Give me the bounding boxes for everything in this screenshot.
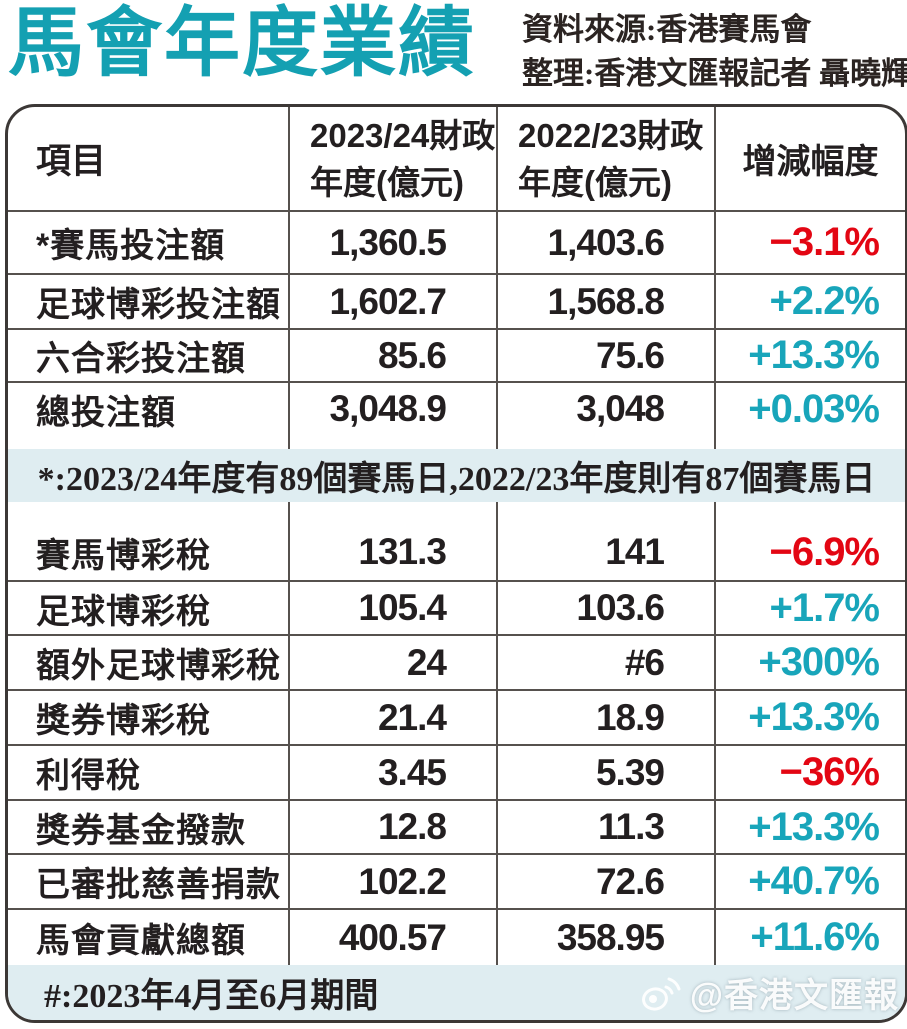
item-cell: 利得稅 — [36, 757, 141, 795]
item-cell: 額外足球博彩稅 — [36, 647, 281, 685]
table-row: 總投注額 3,048.9 3,048 +0.03% — [8, 381, 905, 449]
fy2022-23-cell: 141 — [496, 502, 714, 580]
fy2023-24-cell: 1,360.5 — [288, 212, 496, 273]
item-cell: 獎券基金撥款 — [36, 811, 246, 850]
weibo-icon — [640, 972, 684, 1014]
table-row: 獎券基金撥款 12.8 11.3 +13.3% — [8, 799, 905, 853]
fy2023-24-cell: 131.3 — [288, 502, 496, 580]
change-cell: −6.9% — [714, 502, 905, 580]
item-cell: 六合彩投注額 — [36, 340, 246, 378]
page-title: 馬會年度業績 — [8, 1, 476, 86]
fy2022-23-cell: 75.6 — [496, 330, 714, 381]
table-row: 足球博彩稅 105.4 103.6 +1.7% — [8, 580, 905, 634]
fy2023-24-cell: 85.6 — [288, 330, 496, 381]
fy2022-23-cell: 5.39 — [496, 746, 714, 799]
item-cell: 賽馬博彩稅 — [36, 536, 211, 575]
fy2022-23-cell: 358.95 — [496, 910, 714, 965]
item-cell: 已審批慈善捐款 — [36, 866, 281, 904]
table-row: 賽馬博彩稅 131.3 141 −6.9% — [8, 502, 905, 580]
change-cell: +300% — [714, 636, 905, 689]
race-days-note: *:2023/24年度有89個賽馬日,2022/23年度則有87個賽馬日 — [8, 449, 905, 502]
fy2022-23-cell: 11.3 — [496, 801, 714, 853]
change-cell: +1.7% — [714, 582, 905, 634]
item-cell: 總投注額 — [36, 393, 176, 432]
change-cell: −36% — [714, 746, 905, 799]
source-line: 資料來源:香港賽馬會 — [522, 12, 812, 47]
fy2022-23-cell: 72.6 — [496, 855, 714, 908]
fy2023-24-cell: 105.4 — [288, 582, 496, 634]
item-cell: 獎券博彩稅 — [36, 702, 211, 740]
fy2022-23-cell: #6 — [496, 636, 714, 689]
change-cell: +40.7% — [714, 855, 905, 908]
column-header-fy2023-24: 2023/24財政 年度(億元) — [288, 107, 496, 210]
fy2023-24-cell: 21.4 — [288, 691, 496, 744]
period-footnote: #:2023年4月至6月期間 — [8, 965, 905, 1020]
column-header-item: 項目 — [36, 142, 107, 181]
source-credit: 資料來源:香港賽馬會 整理:香港文匯報記者 聶曉輝 — [522, 8, 907, 96]
item-cell: 馬會貢獻總額 — [36, 922, 246, 960]
fy2022-23-cell: 1,568.8 — [496, 275, 714, 328]
table-row: 足球博彩投注額 1,602.7 1,568.8 +2.2% — [8, 273, 905, 328]
fy2023-24-cell: 3.45 — [288, 746, 496, 799]
table-row: 獎券博彩稅 21.4 18.9 +13.3% — [8, 689, 905, 744]
item-cell: *賽馬投注額 — [36, 227, 226, 265]
tax-contribution-section: 賽馬博彩稅 131.3 141 −6.9% 足球博彩稅 105.4 103.6 +1.7% 額外… — [8, 502, 905, 965]
fy2023-24-cell: 400.57 — [288, 910, 496, 965]
table-row: 額外足球博彩稅 24 #6 +300% — [8, 634, 905, 689]
watermark-handle: @香港文匯報 — [689, 977, 899, 1015]
fy2022-23-cell: 1,403.6 — [496, 212, 714, 273]
fy2023-24-cell: 3,048.9 — [288, 383, 496, 449]
results-table: 項目 2023/24財政 年度(億元) 2022/23財政 年度(億元) 增減幅… — [5, 104, 907, 1023]
table-row: 六合彩投注額 85.6 75.6 +13.3% — [8, 328, 905, 381]
column-header-fy2022-23: 2022/23財政 年度(億元) — [496, 107, 714, 210]
table-row: 馬會貢獻總額 400.57 358.95 +11.6% — [8, 908, 905, 965]
change-cell: −3.1% — [714, 212, 905, 273]
fy2023-24-cell: 1,602.7 — [288, 275, 496, 328]
fy2022-23-cell: 3,048 — [496, 383, 714, 449]
fy2023-24-cell: 12.8 — [288, 801, 496, 853]
fy2023-24-cell: 24 — [288, 636, 496, 689]
change-cell: +13.3% — [714, 691, 905, 744]
change-cell: +11.6% — [714, 910, 905, 965]
table-header-row: 項目 2023/24財政 年度(億元) 2022/23財政 年度(億元) 增減幅… — [8, 107, 905, 212]
change-cell: +2.2% — [714, 275, 905, 328]
column-header-change: 增減幅度 — [714, 107, 905, 210]
item-cell: 足球博彩稅 — [36, 592, 211, 631]
table-row: 已審批慈善捐款 102.2 72.6 +40.7% — [8, 853, 905, 908]
table-row: *賽馬投注額 1,360.5 1,403.6 −3.1% — [8, 212, 905, 273]
fy2022-23-cell: 103.6 — [496, 582, 714, 634]
compiler-line: 整理:香港文匯報記者 聶曉輝 — [522, 56, 907, 91]
fy2022-23-cell: 18.9 — [496, 691, 714, 744]
watermark: @香港文匯報 — [640, 968, 899, 1017]
fy2023-24-cell: 102.2 — [288, 855, 496, 908]
change-cell: +13.3% — [714, 801, 905, 853]
change-cell: +0.03% — [714, 383, 905, 449]
change-cell: +13.3% — [714, 330, 905, 381]
item-cell: 足球博彩投注額 — [36, 286, 281, 324]
table-row: 利得稅 3.45 5.39 −36% — [8, 744, 905, 799]
turnover-section: *賽馬投注額 1,360.5 1,403.6 −3.1% 足球博彩投注額 1,602.7 1… — [8, 212, 905, 449]
